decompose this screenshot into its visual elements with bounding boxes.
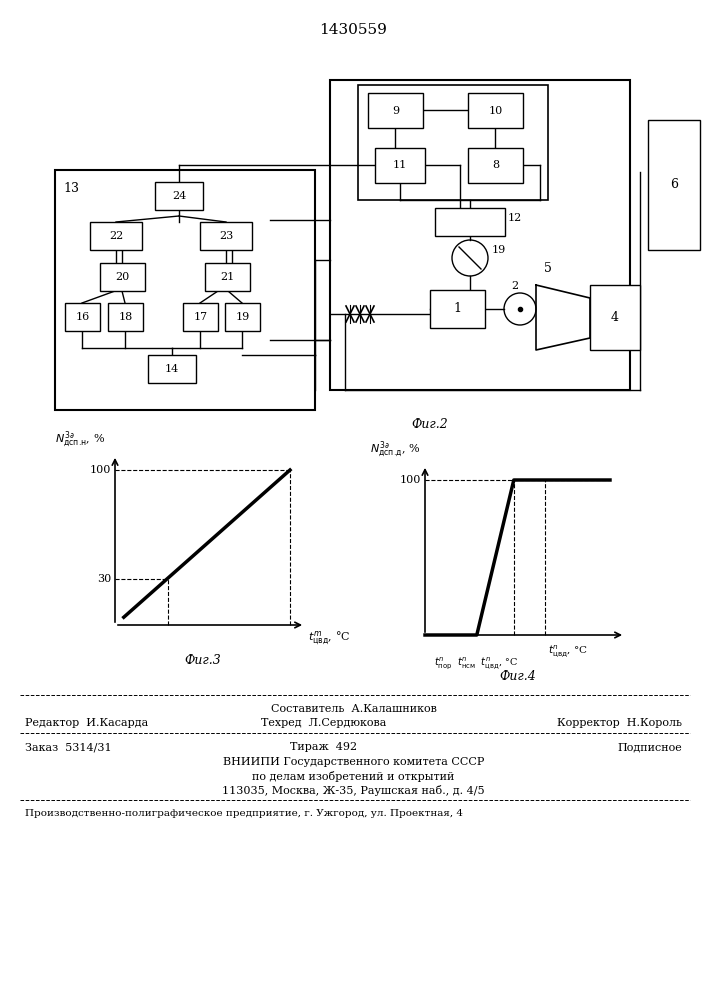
Bar — [368, 93, 423, 128]
Bar — [55, 170, 315, 410]
Text: 1430559: 1430559 — [320, 23, 387, 37]
Text: 1: 1 — [453, 302, 462, 316]
Text: Заказ  5314/31: Заказ 5314/31 — [25, 742, 112, 752]
Text: 12: 12 — [508, 213, 522, 223]
Text: 6: 6 — [670, 178, 678, 192]
Bar — [183, 303, 218, 331]
Text: 19: 19 — [235, 312, 250, 322]
Text: 20: 20 — [115, 272, 129, 282]
Text: 16: 16 — [76, 312, 90, 322]
Bar — [90, 222, 142, 250]
Text: 8: 8 — [492, 160, 499, 170]
Bar — [468, 148, 523, 183]
Text: 10: 10 — [489, 105, 503, 115]
Bar — [65, 303, 100, 331]
Text: 11: 11 — [393, 160, 407, 170]
Text: $N^{3\partial}_{\text{дсп.н}}$, %: $N^{3\partial}_{\text{дсп.н}}$, % — [55, 430, 105, 450]
Text: Тираж  492: Тираж 492 — [290, 742, 357, 752]
Text: 23: 23 — [219, 231, 233, 241]
Text: Редактор  И.Касарда: Редактор И.Касарда — [25, 718, 148, 728]
Text: Подписное: Подписное — [617, 742, 682, 752]
Text: $t^n_{\text{цвд}}$, °C: $t^n_{\text{цвд}}$, °C — [548, 643, 588, 659]
Text: 22: 22 — [109, 231, 123, 241]
Text: $t^m_{\text{цвд}}$, °C: $t^m_{\text{цвд}}$, °C — [308, 630, 351, 647]
Text: Фиг.3: Фиг.3 — [184, 654, 221, 666]
Text: Фиг.4: Фиг.4 — [499, 670, 536, 684]
Text: $t^n_{\text{пор}}$  $t^n_{\text{нсм}}$  $t^n_{\text{цвд}}$, °C: $t^n_{\text{пор}}$ $t^n_{\text{нсм}}$ $t… — [434, 655, 519, 671]
Text: 24: 24 — [172, 191, 186, 201]
Text: 30: 30 — [97, 574, 111, 584]
Text: ВНИИПИ Государственного комитета СССР: ВНИИПИ Государственного комитета СССР — [223, 757, 484, 767]
Bar — [430, 290, 485, 328]
Text: 2: 2 — [511, 281, 518, 291]
Text: 9: 9 — [392, 105, 399, 115]
Bar — [375, 148, 425, 183]
Text: Техред  Л.Сердюкова: Техред Л.Сердюкова — [261, 718, 386, 728]
Text: 13: 13 — [63, 182, 79, 195]
Text: 5: 5 — [544, 261, 552, 274]
Text: 19: 19 — [492, 245, 506, 255]
Bar — [648, 120, 700, 250]
Text: 113035, Москва, Ж-35, Раушская наб., д. 4/5: 113035, Москва, Ж-35, Раушская наб., д. … — [222, 784, 485, 796]
Bar — [155, 182, 203, 210]
Bar — [590, 285, 640, 350]
Bar — [358, 85, 548, 200]
Bar — [200, 222, 252, 250]
Bar — [435, 208, 505, 236]
Text: по делам изобретений и открытий: по делам изобретений и открытий — [252, 770, 455, 782]
Text: 100: 100 — [399, 475, 421, 485]
Bar — [148, 355, 196, 383]
Bar — [100, 263, 145, 291]
Bar — [205, 263, 250, 291]
Text: Фиг.2: Фиг.2 — [411, 418, 448, 432]
Text: Корректор  Н.Король: Корректор Н.Король — [557, 718, 682, 728]
Text: Производственно-полиграфическое предприятие, г. Ужгород, ул. Проектная, 4: Производственно-полиграфическое предприя… — [25, 810, 463, 818]
Text: Составитель  А.Калашников: Составитель А.Калашников — [271, 704, 436, 714]
Text: 14: 14 — [165, 364, 179, 374]
Text: 17: 17 — [194, 312, 208, 322]
Text: 18: 18 — [118, 312, 133, 322]
Text: $N^{3\partial}_{\text{дсп.д}}$, %: $N^{3\partial}_{\text{дсп.д}}$, % — [370, 440, 420, 460]
Text: 100: 100 — [90, 465, 111, 475]
Bar — [108, 303, 143, 331]
Bar — [330, 80, 630, 390]
Text: 21: 21 — [221, 272, 235, 282]
Text: 4: 4 — [611, 311, 619, 324]
Bar — [225, 303, 260, 331]
Polygon shape — [536, 285, 590, 350]
Bar — [468, 93, 523, 128]
